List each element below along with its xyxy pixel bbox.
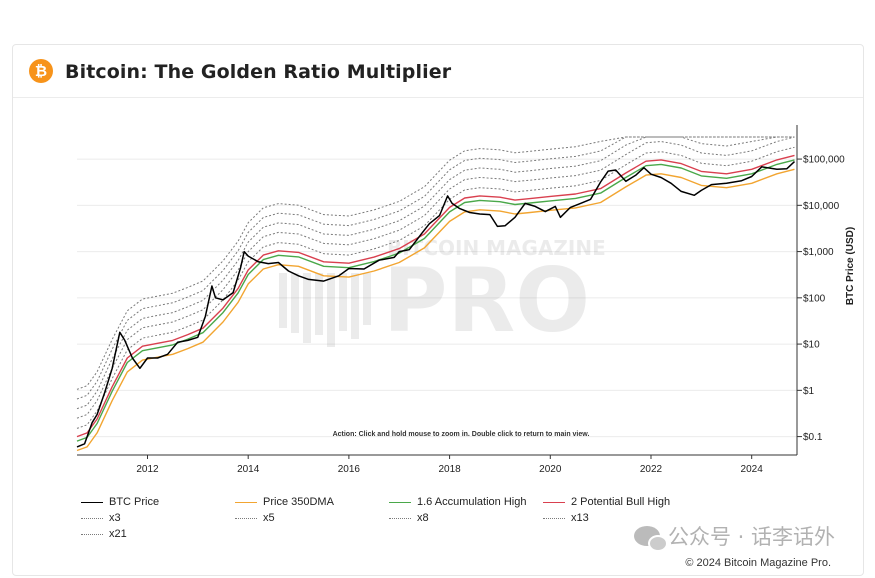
y-tick-label: $1 [803,386,815,397]
legend-swatch [81,533,103,535]
axes: $0.1 $1 $10 $100 $1,000 $10,000 $100,000 2012 20… [77,125,856,475]
bitcoin-logo-icon: ₿ [29,59,53,83]
y-tick-label: $10,000 [803,201,840,212]
legend-item[interactable]: x8 [389,511,429,525]
legend-label: x8 [417,512,429,524]
x-tick-label: 2022 [640,464,663,475]
x-tick-label: 2016 [338,464,361,475]
wechat-watermark: 公众号 · 话李话外 [633,521,835,552]
zoom-instruction-annotation: Action: Click and hold mouse to zoom in.… [333,431,590,438]
legend-swatch [235,517,257,519]
legend-item[interactable]: x21 [81,527,127,541]
x-tick-label: 2024 [741,464,764,475]
legend-label: x3 [109,512,121,524]
x-tick-label: 2012 [136,464,159,475]
card-header: ₿ Bitcoin: The Golden Ratio Multiplier [13,45,863,98]
series-line-1-6-accumulation-high [76,159,795,442]
copyright-text: © 2024 Bitcoin Magazine Pro. [685,557,831,569]
chart-title: Bitcoin: The Golden Ratio Multiplier [65,61,452,83]
legend-swatch [235,501,257,503]
wechat-icon [633,526,668,552]
y-tick-label: $100 [803,293,826,304]
watermark: BITCOIN MAGAZINE PRO [279,236,606,352]
legend-label: Price 350DMA [263,496,334,508]
legend-item[interactable]: x3 [81,511,121,525]
y-tick-label: $0.1 [803,432,823,443]
legend-label: x13 [571,512,589,524]
y-axis-label: BTC Price (USD) [845,227,856,305]
legend-item[interactable]: x13 [543,511,589,525]
legend-swatch [543,517,565,519]
legend-item[interactable]: x5 [235,511,275,525]
x-tick-label: 2020 [539,464,562,475]
legend-item[interactable]: BTC Price [81,495,159,509]
y-tick-label: $1,000 [803,247,834,258]
legend-label: 2 Potential Bull High [571,496,671,508]
y-tick-label: $10 [803,340,820,351]
chart-card: ₿ Bitcoin: The Golden Ratio Multiplier B… [12,44,864,576]
legend-swatch [81,501,103,503]
legend-label: 1.6 Accumulation High [417,496,527,508]
legend-swatch [389,501,411,503]
legend-item[interactable]: Price 350DMA [235,495,334,509]
legend-label: BTC Price [109,496,160,508]
watermark-main-text: PRO [383,249,590,352]
legend-swatch [81,517,103,519]
legend-swatch [543,501,565,503]
golden-ratio-chart[interactable]: BITCOIN MAGAZINE PRO $0.1 $1 $10 $100 $1,000… [13,45,863,485]
legend-swatch [389,517,411,519]
legend-item[interactable]: 1.6 Accumulation High [389,495,526,509]
legend-label: x5 [263,512,275,524]
series-line-2-potential-bull-high [76,154,795,438]
series-line-btc-price [76,161,796,448]
legend-item[interactable]: 2 Potential Bull High [543,495,670,509]
y-tick-label: $100,000 [803,155,845,166]
legend-label: x21 [109,528,127,540]
x-tick-label: 2014 [237,464,260,475]
wechat-text: 公众号 · 话李话外 [667,525,835,549]
x-tick-label: 2018 [438,464,461,475]
series-line-x8 [76,136,795,410]
series-layer [76,136,796,452]
